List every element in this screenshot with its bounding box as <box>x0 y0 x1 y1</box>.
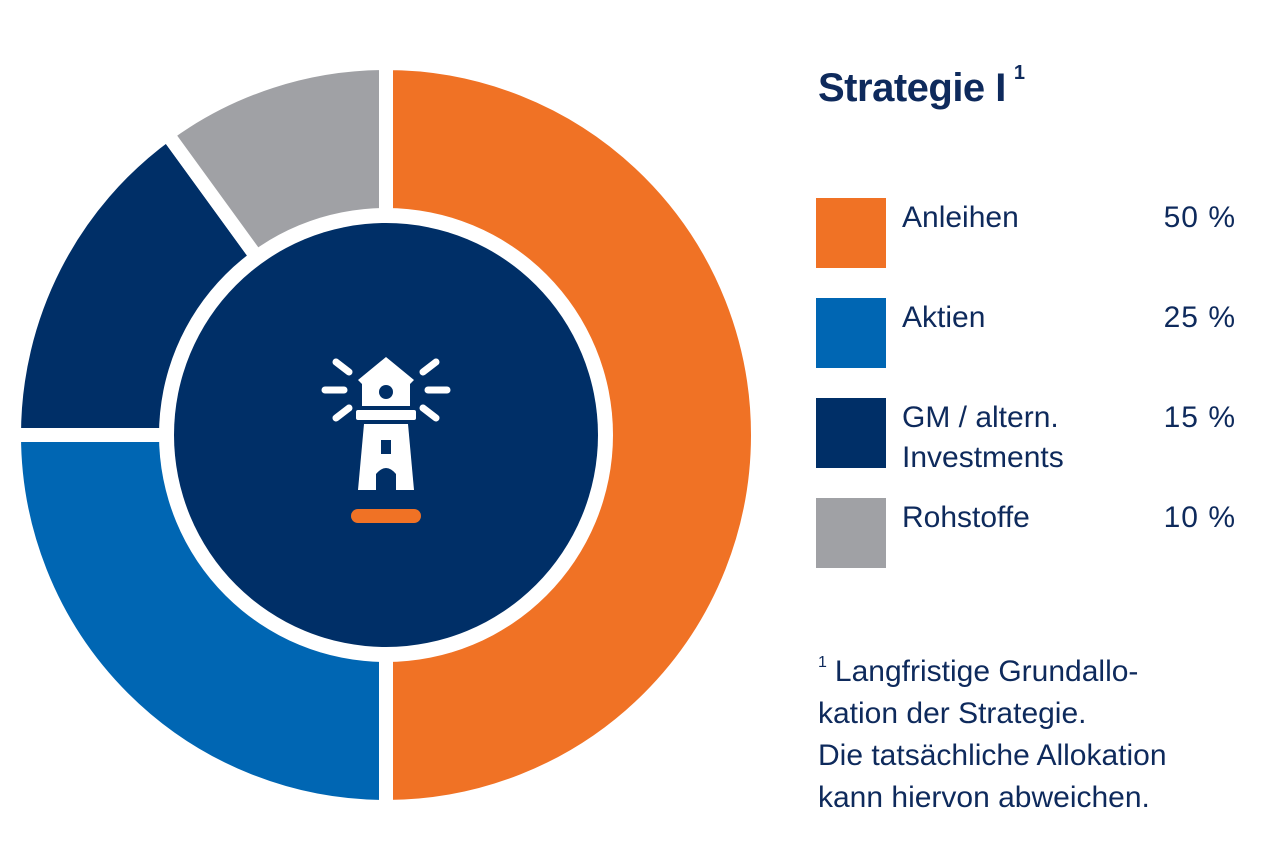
donut-chart <box>14 63 758 807</box>
legend-value-anleihen: 50 % <box>1163 201 1236 234</box>
legend-value-rohstoffe: 10 % <box>1163 501 1236 534</box>
lighthouse-icon <box>321 357 451 523</box>
legend-label-gm-altern-investments: GM / altern. Investments <box>902 401 1064 474</box>
footnote-line-3: Die tatsächliche Allokation <box>818 739 1167 772</box>
legend-label-aktien: Aktien <box>902 301 986 334</box>
footnote-line-2: kation der Strategie. <box>818 697 1087 730</box>
legend-item-anleihen: Anleihen 50 % <box>816 198 1256 268</box>
legend-item-gm-altern-investments: GM / altern. Investments 15 % <box>816 398 1256 474</box>
legend-swatch-anleihen <box>816 198 886 268</box>
footnote-line-4: kann hiervon abweichen. <box>818 781 1150 814</box>
footnote-line-1: 1 Langfristige Grundallo- <box>818 642 1258 693</box>
legend-swatch-aktien <box>816 298 886 368</box>
legend-value-aktien: 25 % <box>1163 301 1236 334</box>
legend-value-gm-altern-investments: 15 % <box>1163 401 1236 434</box>
footnote-mark: 1 <box>818 654 827 671</box>
title-footnote-mark: 1 <box>1013 62 1025 84</box>
legend-swatch-rohstoffe <box>816 498 886 568</box>
legend-label-rohstoffe: Rohstoffe <box>902 501 1030 534</box>
legend-label-anleihen: Anleihen <box>902 201 1019 234</box>
chart-title-text: Strategie I <box>818 66 1006 110</box>
footnote-text-1: Langfristige Grundallo- <box>834 655 1139 688</box>
legend-item-rohstoffe: Rohstoffe 10 % <box>816 498 1256 568</box>
footnote: 1 Langfristige Grundallo- kation der Stra… <box>818 642 1258 819</box>
legend-swatch-gm-altern-investments <box>816 398 886 468</box>
chart-title: Strategie I 1 <box>818 62 1025 111</box>
legend-item-aktien: Aktien 25 % <box>816 298 1256 368</box>
